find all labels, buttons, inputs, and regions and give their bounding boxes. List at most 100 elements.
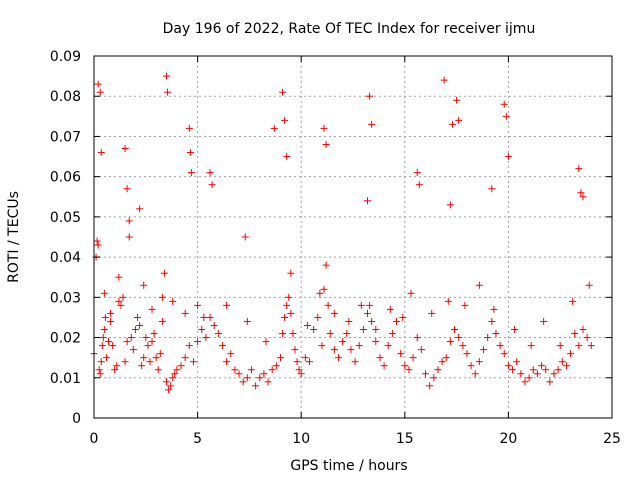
data-point — [131, 326, 139, 334]
data-point — [401, 362, 409, 370]
data-point — [281, 116, 289, 124]
data-point — [488, 317, 496, 325]
data-point — [113, 362, 121, 370]
data-point — [380, 362, 388, 370]
data-point — [475, 281, 483, 289]
data-point — [448, 120, 456, 128]
y-tick-label: 0.07 — [50, 129, 81, 145]
y-tick-label: 0.05 — [50, 210, 81, 226]
data-point — [136, 205, 144, 213]
data-point — [527, 342, 535, 350]
data-point — [405, 366, 413, 374]
data-point — [287, 309, 295, 317]
data-point — [428, 309, 436, 317]
data-point — [368, 120, 376, 128]
data-point — [364, 197, 372, 205]
y-tick-label: 0.09 — [50, 49, 81, 65]
y-tick-label: 0.02 — [50, 331, 81, 347]
data-point — [154, 366, 162, 374]
data-point — [579, 326, 587, 334]
data-point — [165, 386, 173, 394]
data-point — [94, 80, 102, 88]
data-point — [115, 297, 123, 305]
data-point — [96, 88, 104, 96]
data-point — [152, 354, 160, 362]
data-point — [509, 366, 517, 374]
data-point — [93, 237, 101, 245]
data-point — [115, 273, 123, 281]
data-point — [156, 350, 164, 358]
data-point — [285, 293, 293, 301]
data-point — [310, 326, 318, 334]
data-point — [357, 301, 365, 309]
chart-title: Day 196 of 2022, Rate Of TEC Index for r… — [163, 21, 536, 37]
data-point — [376, 354, 384, 362]
data-point — [417, 346, 425, 354]
data-point — [426, 382, 434, 390]
data-point — [140, 281, 148, 289]
data-point — [210, 321, 218, 329]
data-point — [463, 350, 471, 358]
plot-frame — [93, 55, 613, 419]
data-point — [97, 358, 105, 366]
data-point — [415, 181, 423, 189]
data-point — [291, 346, 299, 354]
data-point — [538, 362, 546, 370]
data-point — [206, 313, 214, 321]
data-point — [492, 330, 500, 338]
data-point — [235, 370, 243, 378]
data-point — [276, 354, 284, 362]
data-point — [181, 354, 189, 362]
data-point — [459, 342, 467, 350]
data-point — [577, 189, 585, 197]
data-point — [451, 326, 459, 334]
data-point — [461, 301, 469, 309]
data-point — [142, 334, 150, 342]
data-point — [111, 366, 119, 374]
data-point — [500, 100, 508, 108]
data-point — [163, 72, 171, 80]
data-point — [252, 382, 260, 390]
data-point — [281, 313, 289, 321]
data-point — [318, 342, 326, 350]
data-point — [138, 362, 146, 370]
data-point — [148, 338, 156, 346]
data-point — [575, 342, 583, 350]
data-point — [455, 116, 463, 124]
data-point — [366, 92, 374, 100]
data-point — [260, 370, 268, 378]
data-point — [198, 326, 206, 334]
x-tick-label: 25 — [603, 431, 621, 447]
data-point — [540, 317, 548, 325]
data-point — [339, 338, 347, 346]
data-point — [303, 321, 311, 329]
data-point — [438, 358, 446, 366]
data-point — [189, 358, 197, 366]
y-tick-label: 0.06 — [50, 170, 81, 186]
data-point — [272, 362, 280, 370]
data-point — [158, 317, 166, 325]
data-point — [471, 370, 479, 378]
data-point — [579, 193, 587, 201]
data-point — [490, 305, 498, 313]
data-point — [393, 317, 401, 325]
data-point — [345, 317, 353, 325]
data-point — [208, 181, 216, 189]
data-point — [279, 88, 287, 96]
data-point — [355, 342, 363, 350]
data-point — [268, 366, 276, 374]
data-point — [409, 354, 417, 362]
data-point — [171, 370, 179, 378]
y-tick-label: 0.08 — [50, 89, 81, 105]
data-point — [96, 370, 104, 378]
data-point — [202, 334, 210, 342]
data-point — [105, 338, 113, 346]
data-point — [399, 313, 407, 321]
data-point — [241, 233, 249, 241]
y-axis-label: ROTI / TECUs — [6, 191, 22, 283]
data-point — [243, 317, 251, 325]
data-point — [554, 366, 562, 374]
data-point — [372, 338, 380, 346]
data-point — [326, 330, 334, 338]
data-point — [386, 305, 394, 313]
